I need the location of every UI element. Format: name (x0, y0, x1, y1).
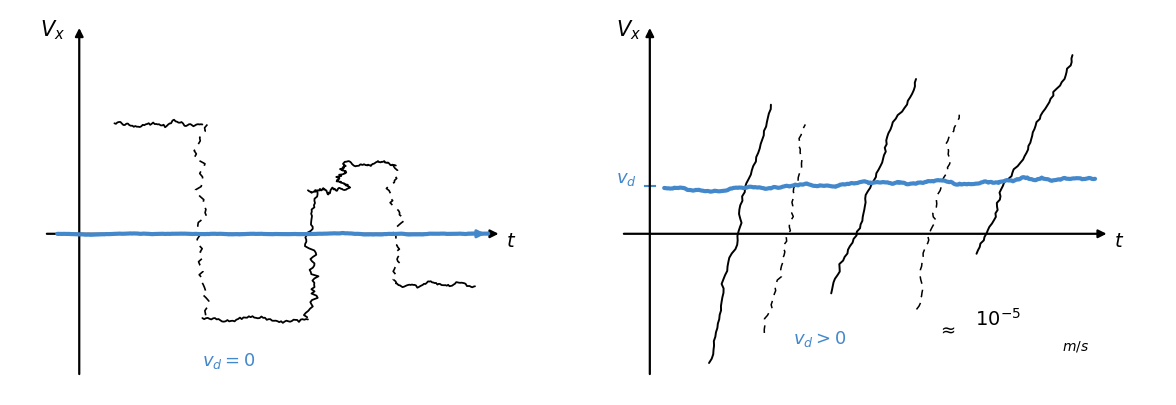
Text: $t$: $t$ (1114, 231, 1124, 250)
Text: $v_d$: $v_d$ (616, 170, 637, 188)
Text: $m/s$: $m/s$ (1062, 338, 1089, 353)
Text: $t$: $t$ (506, 231, 516, 250)
Text: $V_x$: $V_x$ (40, 18, 65, 42)
Text: $v_d > 0$: $v_d > 0$ (794, 328, 847, 348)
Text: $v_d = 0$: $v_d = 0$ (202, 350, 255, 370)
Text: $V_x$: $V_x$ (616, 18, 641, 42)
Text: $\approx$: $\approx$ (937, 319, 956, 337)
Text: $10^{-5}$: $10^{-5}$ (975, 307, 1021, 329)
